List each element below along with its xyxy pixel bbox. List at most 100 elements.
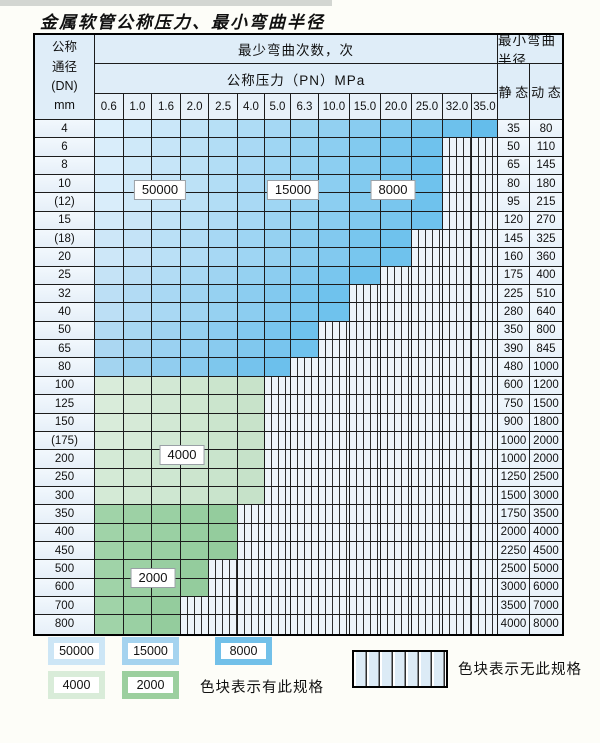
spec-cell <box>411 175 443 194</box>
no-spec-cell <box>411 541 443 561</box>
no-spec-cell <box>442 468 472 487</box>
spec-cell <box>180 120 210 139</box>
dynamic-value-cell: 6000 <box>529 578 562 597</box>
no-spec-cell <box>318 376 350 396</box>
no-spec-cell <box>471 266 498 286</box>
spec-cell <box>123 266 153 286</box>
no-spec-cell <box>471 303 498 322</box>
no-spec-cell <box>264 450 291 469</box>
spec-cell <box>264 340 291 359</box>
spec-cell <box>349 211 381 231</box>
spec-cell <box>209 450 238 469</box>
spec-cell <box>152 358 181 377</box>
no-spec-cell <box>318 615 350 634</box>
spec-cell <box>318 120 350 139</box>
spec-cell <box>264 285 291 304</box>
dynamic-value-cell: 215 <box>529 193 562 212</box>
row-label: 40 <box>35 303 95 322</box>
no-spec-cell <box>380 596 412 616</box>
no-spec-cell <box>264 560 291 579</box>
spec-cell <box>237 413 265 432</box>
no-spec-cell <box>471 193 498 212</box>
dynamic-value-cell: 270 <box>529 211 562 231</box>
legend-row-green: 4000 2000 <box>48 671 179 699</box>
static-value-cell: 1500 <box>497 486 530 506</box>
no-spec-cell <box>442 560 472 579</box>
static-header: 静 态 <box>497 64 530 120</box>
no-spec-cell <box>471 321 498 341</box>
spec-cell <box>237 486 265 506</box>
spec-cell <box>95 303 124 322</box>
no-spec-cell <box>442 156 472 176</box>
spec-cell <box>152 523 181 542</box>
no-spec-cell <box>411 230 443 249</box>
spec-grid: 公称 通径 (DN) mm 最少弯曲次数，次 最小弯曲半径 公称压力（PN）MPa 静 态动 … <box>35 35 562 634</box>
pressure-tick: 20.0 <box>380 94 412 120</box>
no-spec-cell <box>442 596 472 616</box>
spec-cell <box>237 211 265 231</box>
spec-cell <box>209 395 238 414</box>
spec-cell <box>290 285 319 304</box>
spec-cell <box>95 413 124 432</box>
row-label: 65 <box>35 340 95 359</box>
row-label: 100 <box>35 376 95 396</box>
no-spec-cell <box>318 468 350 487</box>
no-spec-cell <box>471 468 498 487</box>
no-spec-cell <box>318 358 350 377</box>
no-spec-cell <box>442 578 472 597</box>
spec-cell <box>95 175 124 194</box>
zone-label-4000: 4000 <box>159 445 205 465</box>
spec-cell <box>95 340 124 359</box>
dynamic-header: 动 态 <box>529 64 562 120</box>
spec-cell <box>123 285 153 304</box>
spec-cell <box>180 468 210 487</box>
dynamic-value-cell: 360 <box>529 248 562 267</box>
no-spec-cell <box>237 541 265 561</box>
no-spec-cell <box>471 541 498 561</box>
spec-cell <box>349 248 381 267</box>
dynamic-value-cell: 145 <box>529 156 562 176</box>
no-spec-cell <box>471 230 498 249</box>
spec-cell <box>152 248 181 267</box>
no-spec-cell <box>411 431 443 451</box>
static-value-cell: 35 <box>497 120 530 139</box>
pressure-tick: 6.3 <box>290 94 319 120</box>
no-spec-cell <box>318 486 350 506</box>
spec-cell <box>95 193 124 212</box>
spec-cell <box>209 358 238 377</box>
dynamic-value-cell: 8000 <box>529 615 562 634</box>
spec-cell <box>180 303 210 322</box>
spec-cell <box>411 193 443 212</box>
spec-cell <box>152 340 181 359</box>
no-spec-cell <box>411 596 443 616</box>
spec-cell <box>95 541 124 561</box>
spec-cell <box>264 266 291 286</box>
row-label: 250 <box>35 468 95 487</box>
spec-cell <box>123 523 153 542</box>
spec-cell <box>152 321 181 341</box>
no-spec-cell <box>349 413 381 432</box>
no-spec-cell <box>264 486 291 506</box>
spec-cell <box>95 486 124 506</box>
static-value-cell: 600 <box>497 376 530 396</box>
spec-cell <box>95 578 124 597</box>
spec-cell <box>95 211 124 231</box>
spec-cell <box>237 230 265 249</box>
spec-cell <box>180 230 210 249</box>
spec-cell <box>95 596 124 616</box>
spec-cell <box>349 138 381 157</box>
spec-cell <box>237 340 265 359</box>
no-spec-cell <box>349 578 381 597</box>
pressure-unit-header: 公称压力（PN）MPa <box>95 64 498 94</box>
no-spec-cell <box>411 450 443 469</box>
dn-header-line: (DN) <box>51 79 78 93</box>
no-spec-cell <box>290 450 319 469</box>
spec-cell <box>180 413 210 432</box>
spec-cell <box>209 413 238 432</box>
no-spec-cell <box>411 285 443 304</box>
no-spec-cell <box>264 431 291 451</box>
dynamic-value-cell: 1800 <box>529 413 562 432</box>
spec-cell <box>209 211 238 231</box>
no-spec-cell <box>380 615 412 634</box>
spec-cell <box>95 376 124 396</box>
